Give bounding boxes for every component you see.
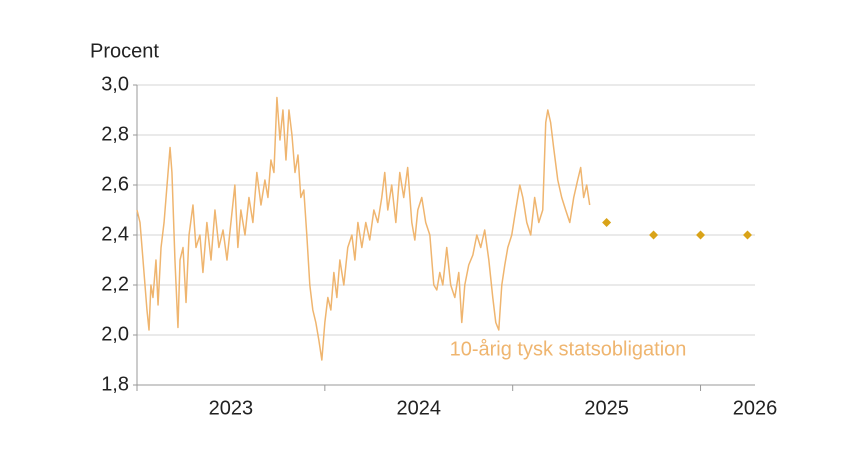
- y-tick-label: 1,8: [101, 373, 129, 395]
- y-tick-label: 2,4: [101, 223, 129, 245]
- x-tick-label: 2026: [733, 397, 778, 419]
- y-tick-label: 2,8: [101, 123, 129, 145]
- y-tick-label: 3,0: [101, 73, 129, 95]
- x-tick-label: 2023: [209, 397, 254, 419]
- x-tick-label: 2025: [584, 397, 629, 419]
- data-line: [136, 96, 591, 361]
- forecast-marker: [696, 230, 706, 240]
- series-label: 10-årig tysk statsobligation: [450, 338, 687, 360]
- forecast-marker: [602, 218, 612, 227]
- y-tick-label: 2,2: [101, 273, 129, 295]
- y-tick-label: 2,0: [101, 323, 129, 345]
- y-axis-label: Procent: [90, 40, 159, 62]
- x-tick-label: 2024: [397, 397, 442, 419]
- forecast-marker: [742, 230, 752, 240]
- y-tick-label: 2,6: [101, 173, 129, 195]
- forecast-marker: [649, 230, 659, 240]
